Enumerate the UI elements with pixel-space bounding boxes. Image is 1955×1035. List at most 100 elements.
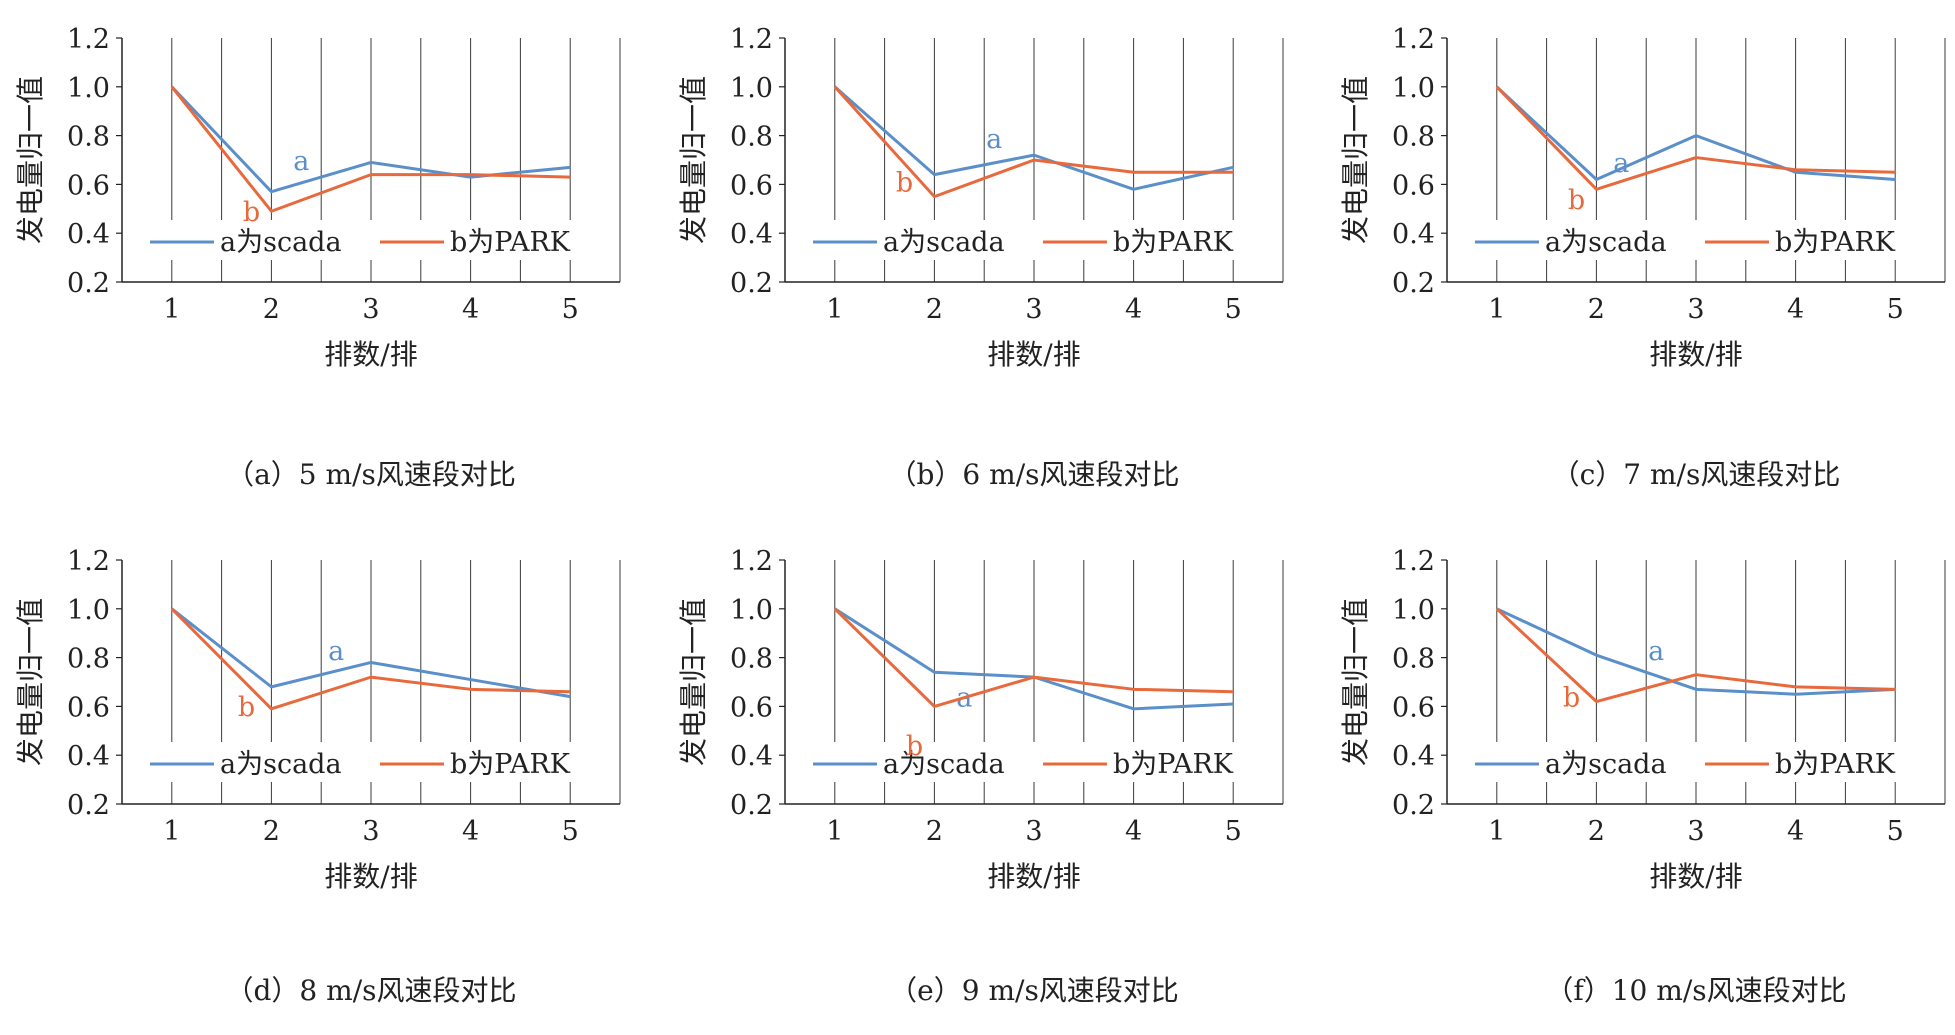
x-tick-label: 1 [826,294,843,325]
series-annotation-a: a [293,146,309,177]
y-tick-label: 0.8 [730,122,773,153]
x-tick-label: 2 [263,294,280,325]
legend-label-b: b为PARK [1775,227,1896,258]
x-tick-label: 5 [1887,816,1904,847]
legend-label-b: b为PARK [1113,749,1234,780]
legend-label-a: a为scada [1545,749,1667,780]
x-axis-label: 排数/排 [324,338,417,371]
y-tick-label: 1.2 [67,24,110,55]
x-tick-label: 5 [1887,294,1904,325]
legend-background [787,742,1281,782]
y-tick-label: 1.2 [67,546,110,577]
y-tick-label: 0.6 [730,692,773,723]
x-tick-label: 3 [1687,294,1704,325]
x-tick-label: 4 [462,816,479,847]
legend-label-a: a为scada [220,227,342,258]
series-annotation-a: a [328,636,344,667]
x-axis-label: 排数/排 [987,860,1080,893]
x-tick-label: 4 [462,294,479,325]
y-tick-label: 0.2 [1392,790,1435,821]
panel-caption: （f）10 m/s风速段对比 [1545,974,1846,1007]
y-tick-label: 0.4 [1392,219,1435,250]
panel-caption: （d）8 m/s风速段对比 [226,974,517,1007]
chart-panel-5: 0.2 0.4 0.6 0.8 1.0 1.2 1 2 3 4 5 排数/排 发电量归一值 a为scada… [677,546,1284,1007]
chart-panel-4: 0.2 0.4 0.6 0.8 1.0 1.2 1 2 3 4 5 排数/排 发电量归一值 a为scada… [14,546,621,1007]
legend-label-a: a为scada [883,227,1005,258]
x-tick-label: 2 [1588,294,1605,325]
y-tick-label: 0.8 [1392,122,1435,153]
legend-label-b: b为PARK [1113,227,1234,258]
legend-background [124,742,618,782]
y-tick-label: 0.8 [1392,644,1435,675]
y-tick-label: 0.6 [730,170,773,201]
y-tick-label: 1.0 [730,73,773,104]
x-tick-label: 3 [1025,816,1042,847]
series-line-a [833,85,1234,191]
y-axis-label: 发电量归一值 [14,598,47,766]
y-axis-label: 发电量归一值 [677,598,710,766]
x-tick-label: 5 [1225,294,1242,325]
x-tick-label: 4 [1787,816,1804,847]
y-tick-label: 1.2 [730,24,773,55]
y-tick-label: 0.8 [67,122,110,153]
y-tick-label: 0.2 [67,790,110,821]
y-tick-label: 1.2 [1392,24,1435,55]
y-tick-label: 1.2 [730,546,773,577]
y-axis-label: 发电量归一值 [14,76,47,244]
series-annotation-b: b [1568,185,1585,216]
legend-background [787,220,1281,260]
y-tick-label: 0.4 [730,219,773,250]
series-annotation-a: a [1648,636,1664,667]
x-tick-label: 2 [263,816,280,847]
x-tick-label: 3 [362,816,379,847]
x-axis-label: 排数/排 [1649,338,1742,371]
y-axis-label: 发电量归一值 [1339,598,1372,766]
y-tick-label: 1.2 [1392,546,1435,577]
legend-background [124,220,618,260]
y-tick-label: 0.2 [1392,268,1435,299]
panel-caption: （b）6 m/s风速段对比 [889,458,1180,491]
y-tick-label: 0.4 [730,741,773,772]
x-tick-label: 2 [926,816,943,847]
y-axis-label: 发电量归一值 [677,76,710,244]
x-tick-label: 4 [1787,294,1804,325]
y-tick-label: 0.8 [730,644,773,675]
legend-label-b: b为PARK [450,227,571,258]
series-line-a [170,85,571,194]
legend-background [1449,220,1943,260]
legend-label-a: a为scada [220,749,342,780]
x-axis-label: 排数/排 [987,338,1080,371]
chart-panel-1: 0.2 0.4 0.6 0.8 1.0 1.2 1 2 3 4 5 排数/排 发电量归一值 a为scada… [14,24,621,491]
y-tick-label: 0.6 [67,170,110,201]
y-tick-label: 0.4 [67,219,110,250]
y-tick-label: 0.6 [1392,692,1435,723]
chart-panel-6: 0.2 0.4 0.6 0.8 1.0 1.2 1 2 3 4 5 排数/排 发电量归一值 a为scada… [1339,546,1946,1007]
series-line-b [833,85,1234,199]
y-tick-label: 0.4 [1392,741,1435,772]
x-tick-label: 5 [1225,816,1242,847]
x-tick-label: 1 [1488,816,1505,847]
chart-panel-2: 0.2 0.4 0.6 0.8 1.0 1.2 1 2 3 4 5 排数/排 发电量归一值 a为scada… [677,24,1284,491]
legend-background [1449,742,1943,782]
y-tick-label: 1.0 [1392,595,1435,626]
panel-caption: （c）7 m/s风速段对比 [1552,458,1841,491]
x-tick-label: 1 [163,816,180,847]
x-tick-label: 4 [1125,816,1142,847]
x-tick-label: 1 [1488,294,1505,325]
y-tick-label: 0.8 [67,644,110,675]
x-tick-label: 1 [163,294,180,325]
x-tick-label: 2 [926,294,943,325]
series-annotation-b: b [896,168,913,199]
legend-label-b: b为PARK [450,749,571,780]
y-tick-label: 0.2 [730,268,773,299]
series-line-a [1496,607,1896,696]
series-line-a [1495,85,1896,182]
y-tick-label: 0.6 [1392,170,1435,201]
y-tick-label: 1.0 [67,595,110,626]
chart-panel-3: 0.2 0.4 0.6 0.8 1.0 1.2 1 2 3 4 5 排数/排 发电量归一值 a为scada… [1339,24,1946,491]
x-tick-label: 3 [1025,294,1042,325]
series-line-b [170,607,571,711]
series-line-b [170,85,571,213]
x-tick-label: 2 [1588,816,1605,847]
